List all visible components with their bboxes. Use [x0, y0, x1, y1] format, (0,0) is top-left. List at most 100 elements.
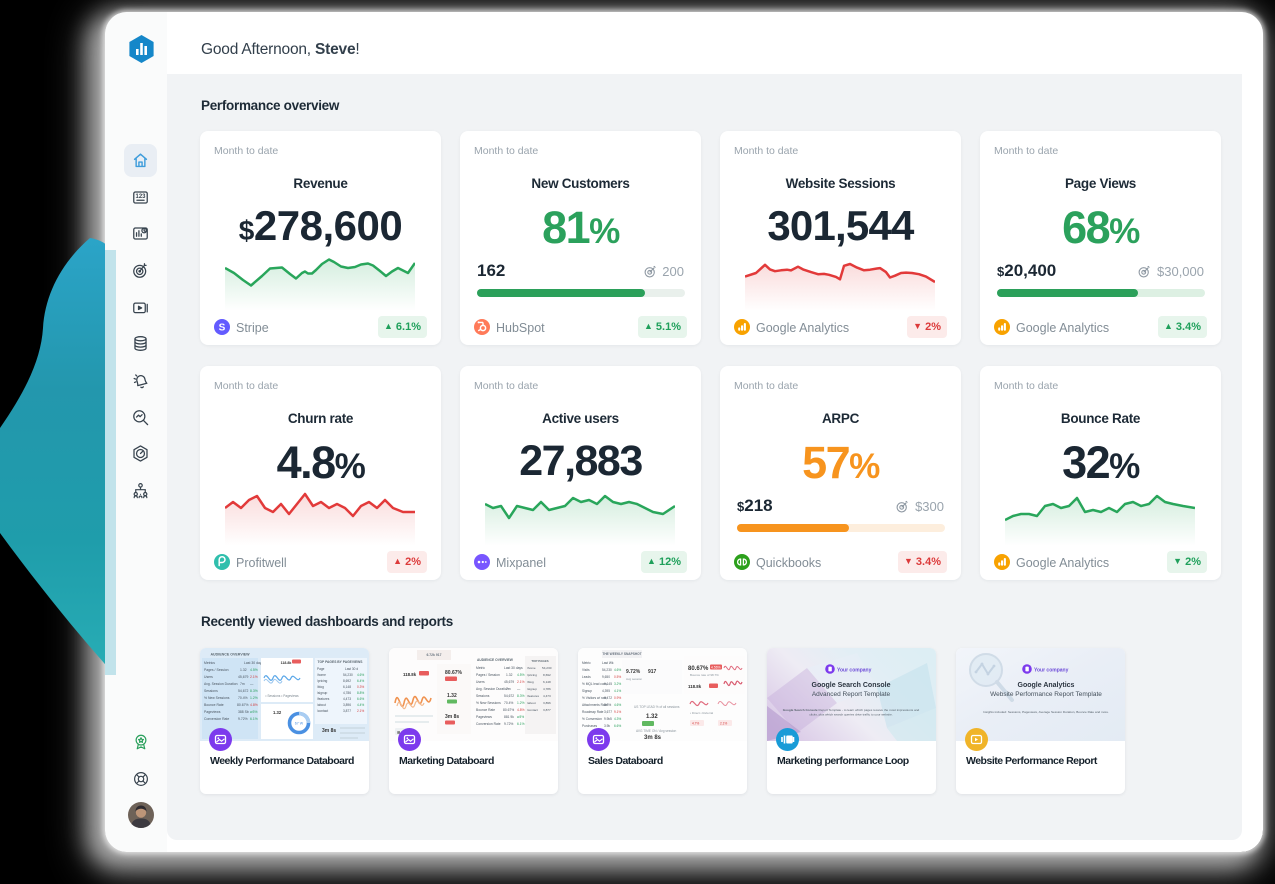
svg-text:4,473: 4,473: [343, 697, 351, 701]
svg-text:2.1%: 2.1%: [357, 709, 364, 713]
svg-text:Google Search Console: Google Search Console: [812, 682, 891, 689]
svg-text:1.2%: 1.2%: [250, 696, 258, 700]
svg-text:AUDIENCE OVERVIEW: AUDIENCE OVERVIEW: [477, 658, 514, 662]
svg-text:w3%: w3%: [250, 710, 257, 714]
svg-text:4,395: 4,395: [602, 689, 610, 693]
svg-text:/pricing: /pricing: [317, 679, 328, 683]
svg-text:2.1%: 2.1%: [517, 680, 525, 684]
svg-text:4,786: 4,786: [343, 691, 351, 695]
svg-text:/home: /home: [527, 666, 536, 670]
svg-text:Purchases: Purchases: [582, 724, 597, 728]
svg-text:9.72%: 9.72%: [504, 722, 513, 726]
svg-text:Last 30 days: Last 30 days: [504, 666, 523, 670]
svg-text:6,148: 6,148: [343, 685, 351, 689]
svg-text:4.8%: 4.8%: [250, 703, 258, 707]
svg-text:—: —: [250, 682, 254, 686]
svg-text:/blog: /blog: [317, 685, 324, 689]
svg-text:/features: /features: [527, 694, 539, 698]
svg-text:123: 123: [136, 194, 147, 200]
svg-text:3m 8s: 3m 8s: [644, 735, 662, 741]
svg-text:6.1%: 6.1%: [517, 722, 525, 726]
svg-text:Pages / Session: Pages / Session: [476, 673, 500, 677]
svg-text:4.5%: 4.5%: [517, 673, 525, 677]
svg-text:Pages / Session: Pages / Session: [204, 668, 229, 672]
svg-text:9.72%: 9.72%: [238, 717, 248, 721]
svg-text:6.1%: 6.1%: [250, 717, 258, 721]
svg-text:clicks, plus which search quer: clicks, plus which search queries drive …: [809, 713, 892, 717]
svg-text:Google Analytics: Google Analytics: [1018, 682, 1075, 689]
svg-text:4.1%: 4.1%: [614, 689, 621, 693]
svg-text:1.32: 1.32: [240, 668, 247, 672]
svg-text:4.5%: 4.5%: [250, 668, 258, 672]
svg-text:% New Sessions: % New Sessions: [204, 696, 230, 700]
svg-text:Sessions: Sessions: [476, 694, 490, 698]
svg-text:80.67%: 80.67%: [503, 708, 514, 712]
svg-text:/signup: /signup: [527, 687, 537, 691]
svg-text:3.9k: 3.9k: [604, 724, 610, 728]
svg-text:1.32: 1.32: [506, 673, 513, 677]
svg-text:54,230: 54,230: [542, 666, 552, 670]
svg-text:118.8k .: 118.8k .: [281, 661, 294, 665]
svg-text:80.67%: 80.67%: [445, 670, 463, 676]
svg-text:8.3%: 8.3%: [517, 694, 525, 698]
svg-text:4,472: 4,472: [604, 696, 612, 700]
svg-text:/home: /home: [317, 673, 326, 677]
svg-text:Roadmap Rate: Roadmap Rate: [582, 710, 604, 714]
svg-text:388 Sb: 388 Sb: [238, 710, 249, 714]
svg-text:% MQL lead conv.: % MQL lead conv.: [582, 682, 608, 686]
svg-text:4,473: 4,473: [543, 694, 551, 698]
svg-text:Pageviews: Pageviews: [476, 715, 492, 719]
svg-text:4.7%: 4.7%: [692, 722, 699, 726]
svg-text:AVG TIME ON / Avg session: AVG TIME ON / Avg session: [636, 729, 676, 733]
svg-text:4.6%: 4.6%: [357, 673, 364, 677]
svg-text:AUDIENCE OVERVIEW: AUDIENCE OVERVIEW: [210, 653, 250, 657]
svg-text:% Conversion: % Conversion: [582, 717, 602, 721]
svg-text:Bounce Rate: Bounce Rate: [204, 703, 224, 707]
svg-text:/about: /about: [527, 701, 536, 705]
svg-text:45,679: 45,679: [504, 680, 514, 684]
svg-text:% New Sessions: % New Sessions: [476, 701, 501, 705]
svg-text:TOP PAGES BY PAGEVIEWS: TOP PAGES BY PAGEVIEWS: [318, 660, 364, 664]
svg-text:/contact: /contact: [317, 709, 328, 713]
svg-text:45,679: 45,679: [238, 675, 248, 679]
svg-text:2.1%: 2.1%: [250, 675, 258, 679]
svg-text:Bounce Rate: Bounce Rate: [476, 708, 495, 712]
svg-text:80.67%: 80.67%: [237, 703, 249, 707]
svg-text:881 9k: 881 9k: [504, 715, 514, 719]
svg-text:Last Wk: Last Wk: [602, 661, 614, 665]
svg-text:3.2%: 3.2%: [614, 682, 621, 686]
svg-text:1.2%: 1.2%: [517, 701, 525, 705]
svg-text:6.72k 917: 6.72k 917: [426, 653, 441, 657]
svg-text:S: S: [219, 323, 226, 334]
svg-text:Metrics: Metrics: [204, 661, 215, 665]
svg-text:Signup: Signup: [582, 689, 592, 693]
svg-text:1.32: 1.32: [447, 693, 457, 699]
svg-text:Sessions: Sessions: [204, 689, 218, 693]
svg-text:Bounce rate of 98.7%: Bounce rate of 98.7%: [690, 673, 719, 677]
svg-text:TOP PAGES: TOP PAGES: [531, 659, 548, 663]
svg-text:Conversion Rate: Conversion Rate: [476, 722, 501, 726]
svg-text:/signup: /signup: [317, 691, 328, 695]
svg-text:70.4%: 70.4%: [504, 701, 513, 705]
svg-text:4.8%: 4.8%: [517, 708, 525, 712]
svg-text:% Visitors w/ rate: % Visitors w/ rate: [582, 696, 607, 700]
svg-text:0.3%: 0.3%: [357, 685, 364, 689]
svg-text:3,877: 3,877: [343, 709, 351, 713]
svg-text:54,230: 54,230: [343, 673, 353, 677]
svg-text:Users: Users: [476, 680, 485, 684]
svg-text:US TOP LEAD % of all sessions: US TOP LEAD % of all sessions: [634, 705, 680, 709]
svg-text:8,692: 8,692: [343, 679, 351, 683]
svg-text:Users: Users: [204, 675, 213, 679]
svg-text:Google Search Console Report T: Google Search Console Report Template - …: [783, 708, 920, 712]
svg-text:3,677: 3,677: [604, 710, 612, 714]
svg-text:Attachments Rate: Attachments Rate: [582, 703, 608, 707]
svg-text:/pricing: /pricing: [527, 673, 537, 677]
svg-text:4.6%: 4.6%: [614, 703, 621, 707]
svg-text:/contact: /contact: [527, 708, 538, 712]
svg-text:/blog: /blog: [527, 680, 534, 684]
svg-text:7m: 7m: [240, 682, 245, 686]
svg-text:67 W: 67 W: [295, 722, 304, 726]
svg-text:70.4%: 70.4%: [238, 696, 248, 700]
svg-text:6.6%: 6.6%: [357, 697, 364, 701]
svg-text:3.8%: 3.8%: [604, 703, 611, 707]
